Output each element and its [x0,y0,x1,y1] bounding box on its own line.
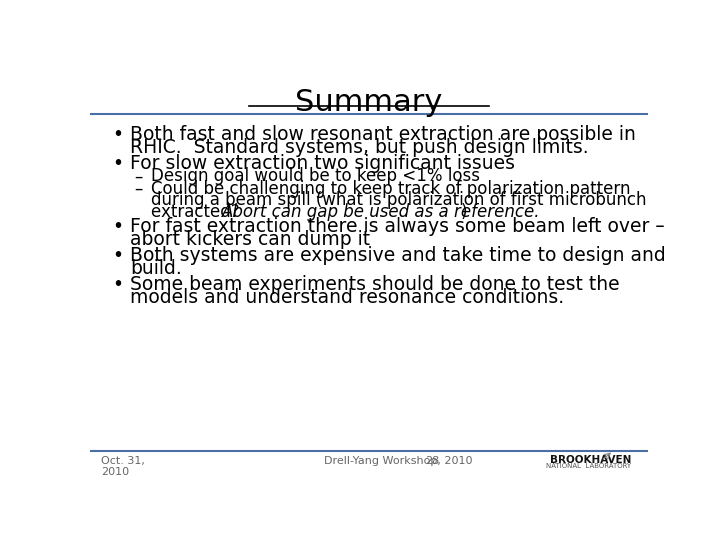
Text: 28: 28 [425,456,439,465]
Text: –: – [135,180,143,198]
Text: abort kickers can dump it: abort kickers can dump it [130,230,370,249]
Text: BROOKHAVEN: BROOKHAVEN [550,455,631,465]
Text: –: – [135,167,143,185]
Text: NATIONAL  LABORATORY: NATIONAL LABORATORY [546,463,631,469]
Text: •: • [112,125,123,144]
Text: Abort can gap be used as a reference.: Abort can gap be used as a reference. [222,203,541,221]
Text: •: • [112,246,123,265]
Text: Design goal would be to keep <1% loss: Design goal would be to keep <1% loss [151,167,480,185]
Text: Could be challenging to keep track of polarization pattern: Could be challenging to keep track of po… [151,180,631,198]
Text: •: • [112,154,123,173]
Text: For fast extraction there is always some beam left over –: For fast extraction there is always some… [130,217,665,236]
Text: extracted?: extracted? [151,203,246,221]
Text: For slow extraction two significant issues: For slow extraction two significant issu… [130,154,516,173]
Text: Both systems are expensive and take time to design and: Both systems are expensive and take time… [130,246,666,265]
Text: •: • [112,217,123,236]
Text: Summary: Summary [295,87,443,117]
Text: Oct. 31,
2010: Oct. 31, 2010 [101,456,145,477]
Text: models and understand resonance conditions.: models and understand resonance conditio… [130,287,564,307]
Text: Both fast and slow resonant extraction are possible in: Both fast and slow resonant extraction a… [130,125,636,144]
Text: Drell-Yang Workshop, 2010: Drell-Yang Workshop, 2010 [324,456,473,465]
Text: RHIC.  Standard systems, but push design limits.: RHIC. Standard systems, but push design … [130,138,589,157]
Text: build.: build. [130,259,182,278]
Text: during a beam spill (what is polarization of first microbunch: during a beam spill (what is polarizatio… [151,191,647,210]
Text: Some beam experiments should be done to test the: Some beam experiments should be done to … [130,274,620,294]
Text: •: • [112,274,123,294]
Text: ): ) [461,203,467,221]
